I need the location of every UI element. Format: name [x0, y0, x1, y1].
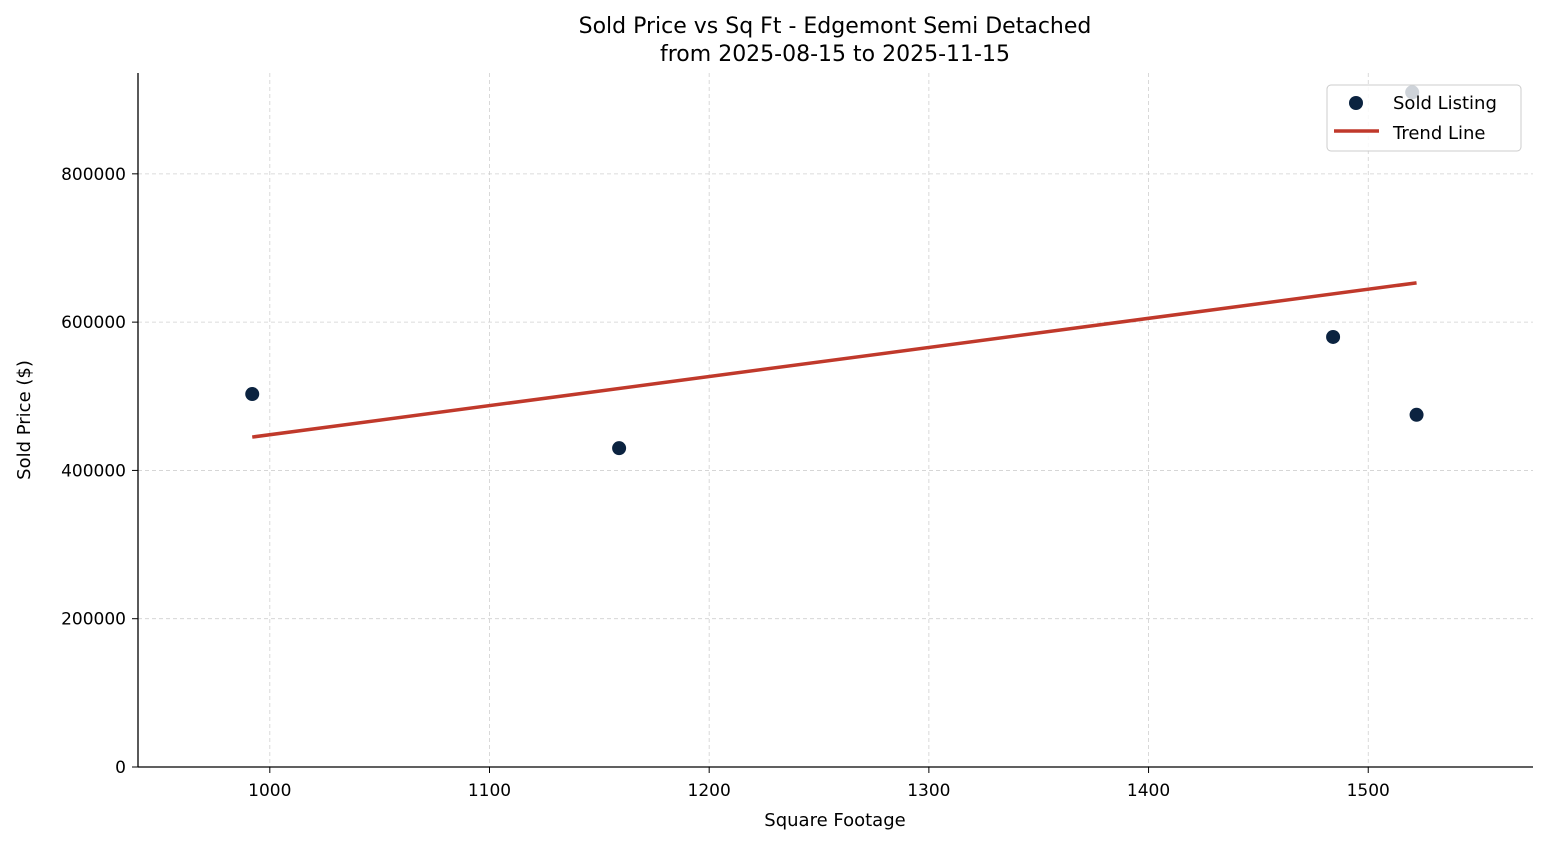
data-point [1326, 329, 1341, 344]
x-tick-label: 1200 [688, 781, 731, 801]
x-tick-label: 1300 [907, 781, 950, 801]
x-tick-label: 1100 [468, 781, 511, 801]
y-tick-label: 600000 [61, 313, 126, 333]
x-tick-label: 1000 [248, 781, 291, 801]
legend: Sold Listing Trend Line [1326, 84, 1522, 152]
legend-label-sold-listing: Sold Listing [1393, 93, 1497, 114]
trend-line [252, 281, 1417, 439]
ticks: 1000 1100 1200 1300 1400 1500 0 200000 400000 600… [61, 165, 1390, 801]
y-tick-label: 0 [115, 758, 126, 778]
data-point [612, 441, 627, 456]
chart-title: Sold Price vs Sq Ft - Edgemont Semi Deta… [579, 14, 1092, 39]
y-tick-label: 200000 [61, 610, 126, 630]
legend-marker-sold-listing [1349, 96, 1363, 110]
x-tick-label: 1500 [1347, 781, 1390, 801]
y-axis-label: Sold Price ($) [14, 360, 35, 480]
legend-label-trend-line: Trend Line [1392, 123, 1486, 144]
data-point [245, 387, 260, 402]
chart-subtitle: from 2025-08-15 to 2025-11-15 [660, 42, 1010, 67]
x-tick-label: 1400 [1127, 781, 1170, 801]
data-point [1409, 407, 1424, 422]
legend-box [1326, 84, 1522, 152]
trend-line-group [252, 281, 1417, 439]
x-axis-label: Square Footage [764, 810, 905, 831]
grid [138, 73, 1533, 767]
y-tick-label: 800000 [61, 165, 126, 185]
points-group [245, 85, 1424, 456]
y-tick-label: 400000 [61, 461, 126, 481]
